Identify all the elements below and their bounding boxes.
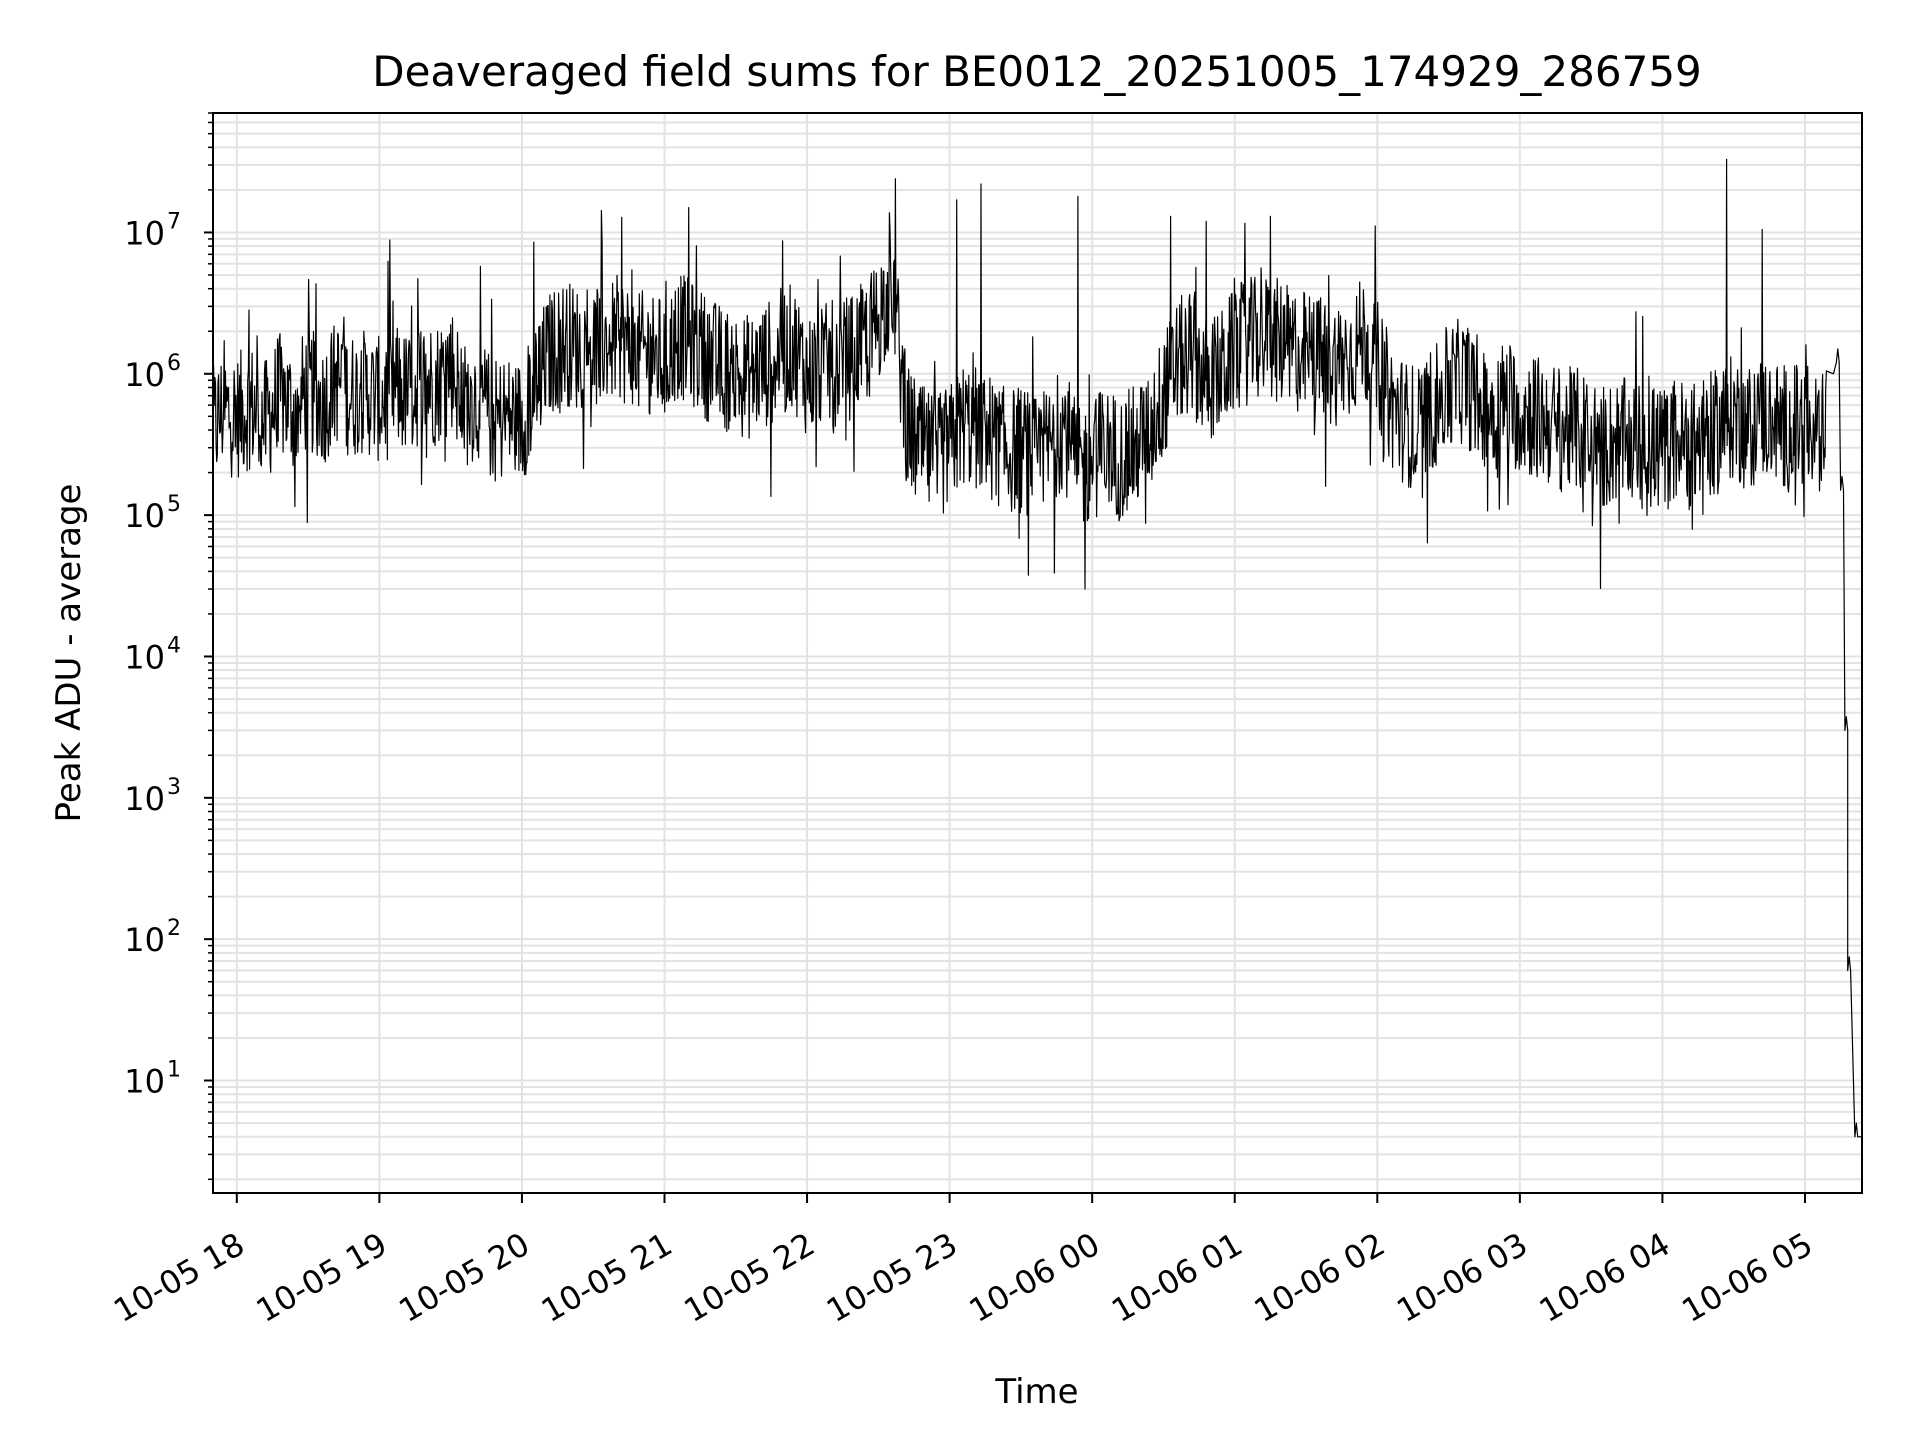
grid-lines (213, 112, 1862, 1193)
plot-frame (212, 112, 1863, 1194)
y-tick-label: 10 2 (124, 916, 181, 959)
y-tick-base: 10 (124, 356, 165, 394)
y-tick-base: 10 (124, 921, 165, 959)
y-tick-exponent: 7 (167, 209, 181, 234)
y-tick-base: 10 (124, 1063, 165, 1101)
y-tick-base: 10 (124, 780, 165, 818)
y-tick-exponent: 3 (167, 775, 181, 800)
y-tick-label: 10 7 (124, 209, 181, 252)
data-layer (213, 158, 1862, 1138)
y-axis-label: Peak ADU - average (49, 484, 89, 823)
y-tick-exponent: 1 (167, 1058, 181, 1083)
series-line (213, 158, 1862, 1138)
y-tick-exponent: 4 (167, 633, 181, 658)
y-tick-exponent: 6 (167, 351, 181, 376)
y-tick-label: 10 5 (124, 492, 181, 535)
y-tick-label: 10 6 (124, 351, 181, 394)
y-tick-exponent: 5 (167, 492, 181, 517)
y-tick-label: 10 4 (124, 633, 181, 676)
x-axis-label: Time (994, 1372, 1078, 1412)
y-tick-label: 10 3 (124, 775, 181, 818)
y-tick-exponent: 2 (167, 916, 181, 941)
chart-title: Deaveraged field sums for BE0012_2025100… (372, 47, 1702, 96)
y-tick-base: 10 (124, 497, 165, 535)
y-tick-label: 10 1 (124, 1058, 181, 1101)
y-tick-base: 10 (124, 638, 165, 676)
y-tick-base: 10 (124, 214, 165, 252)
